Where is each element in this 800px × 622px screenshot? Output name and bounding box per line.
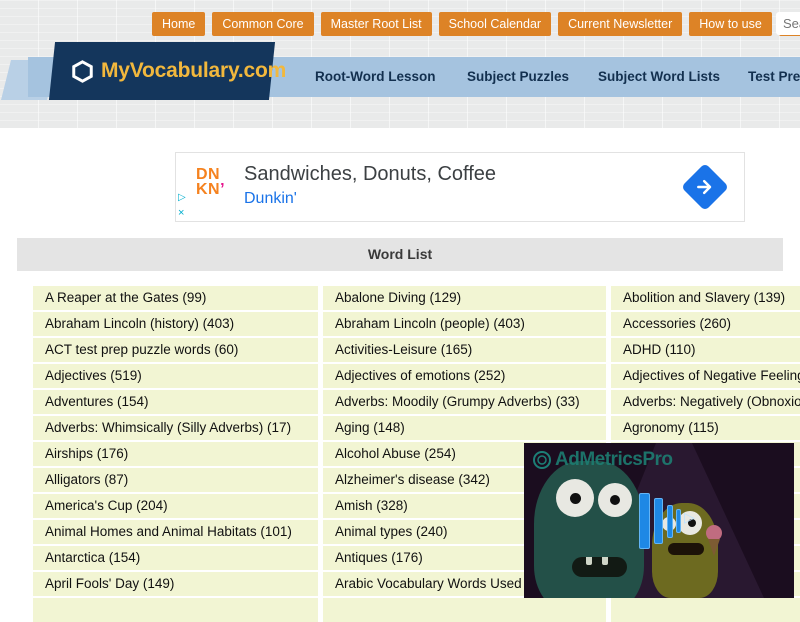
nav-item-root-word-lesson[interactable]: Root-Word Lesson xyxy=(315,69,436,84)
fast-forward-bar-icon xyxy=(639,493,650,549)
ad-banner[interactable]: DN KN’ Sandwiches, Donuts, Coffee Dunkin… xyxy=(175,152,745,222)
word-list-link[interactable]: Agronomy (115) xyxy=(611,416,800,440)
word-list-link[interactable]: America's Cup (204) xyxy=(33,494,318,518)
utility-button-bar: Home Common Core Master Root List School… xyxy=(152,12,800,36)
word-list-link[interactable]: Antarctica (154) xyxy=(33,546,318,570)
search-input[interactable] xyxy=(776,12,800,35)
fast-forward-bar-icon xyxy=(667,505,673,538)
topbar-link-school-calendar[interactable]: School Calendar xyxy=(438,12,552,36)
word-list-cell-partial xyxy=(33,598,318,622)
word-list-link[interactable]: Abolition and Slavery (139) xyxy=(611,286,800,310)
word-list-link[interactable]: Aging (148) xyxy=(323,416,606,440)
ad-arrow-icon[interactable] xyxy=(680,162,730,212)
topbar-link-common-core[interactable]: Common Core xyxy=(212,12,314,36)
word-list-link[interactable]: April Fools' Day (149) xyxy=(33,572,318,596)
ad-headline: Sandwiches, Donuts, Coffee xyxy=(244,163,497,185)
topbar-link-how-to-use[interactable]: How to use xyxy=(689,12,772,36)
ice-cream-scoop xyxy=(706,525,722,541)
play-icon[interactable]: ▷ xyxy=(684,509,695,525)
dunkin-logo: DN KN’ xyxy=(196,166,226,198)
word-list-link[interactable]: A Reaper at the Gates (99) xyxy=(33,286,318,310)
adchoices-icon[interactable]: ▷ xyxy=(178,192,186,203)
watermark: AdMetricsPro xyxy=(532,449,673,471)
word-list-link[interactable]: ADHD (110) xyxy=(611,338,800,362)
fast-forward-bar-icon xyxy=(654,498,663,544)
video-ad-overlay[interactable]: ▷ AdMetricsPro xyxy=(524,443,794,598)
word-list-link[interactable]: Abraham Lincoln (people) (403) xyxy=(323,312,606,336)
nav-item-subject-puzzles[interactable]: Subject Puzzles xyxy=(467,69,570,84)
nav-item-test-prep[interactable]: Test Pre xyxy=(748,69,800,84)
nav-item-subject-word-lists[interactable]: Subject Word Lists xyxy=(598,69,721,84)
topbar-link-master-root-list[interactable]: Master Root List xyxy=(320,12,432,36)
watermark-text: AdMetricsPro xyxy=(555,449,673,470)
fast-forward-bar-icon xyxy=(676,509,681,533)
word-list-link[interactable]: Adjectives of emotions (252) xyxy=(323,364,606,388)
word-list-title: Word List xyxy=(17,238,783,271)
word-list-link[interactable]: Adverbs: Negatively (Obnoxious xyxy=(611,390,800,414)
teal-monster-character xyxy=(534,461,644,598)
hexagon-logo-icon xyxy=(72,59,93,83)
topbar-link-home[interactable]: Home xyxy=(152,12,206,36)
ad-close-icon[interactable]: × xyxy=(178,207,185,219)
site-logo-text: MyVocabulary.com xyxy=(101,59,287,82)
word-list-link[interactable]: Adjectives (519) xyxy=(33,364,318,388)
word-list-link[interactable]: Adverbs: Whimsically (Silly Adverbs) (17… xyxy=(33,416,318,440)
word-list-link[interactable]: Abalone Diving (129) xyxy=(323,286,606,310)
word-list-cell-partial xyxy=(323,598,606,622)
word-list-link[interactable]: Airships (176) xyxy=(33,442,318,466)
word-list-cell-partial xyxy=(611,598,800,622)
word-list-link[interactable]: Adjectives of Negative Feelings xyxy=(611,364,800,388)
word-list-link[interactable]: Adverbs: Moodily (Grumpy Adverbs) (33) xyxy=(323,390,606,414)
word-list-link[interactable]: Accessories (260) xyxy=(611,312,800,336)
word-list-link[interactable]: Abraham Lincoln (history) (403) xyxy=(33,312,318,336)
dunkin-logo-apostrophe: ’ xyxy=(220,181,226,198)
word-list-link[interactable]: Adventures (154) xyxy=(33,390,318,414)
site-logo[interactable]: MyVocabulary.com xyxy=(48,42,286,100)
ad-brand-link[interactable]: Dunkin' xyxy=(244,190,297,207)
word-list-link[interactable]: Animal Homes and Animal Habitats (101) xyxy=(33,520,318,544)
admetricspro-logo-icon xyxy=(532,450,552,470)
word-list-link[interactable]: ACT test prep puzzle words (60) xyxy=(33,338,318,362)
word-list-link[interactable]: Alligators (87) xyxy=(33,468,318,492)
word-list-link[interactable]: Activities-Leisure (165) xyxy=(323,338,606,362)
topbar-link-current-newsletter[interactable]: Current Newsletter xyxy=(558,12,683,36)
